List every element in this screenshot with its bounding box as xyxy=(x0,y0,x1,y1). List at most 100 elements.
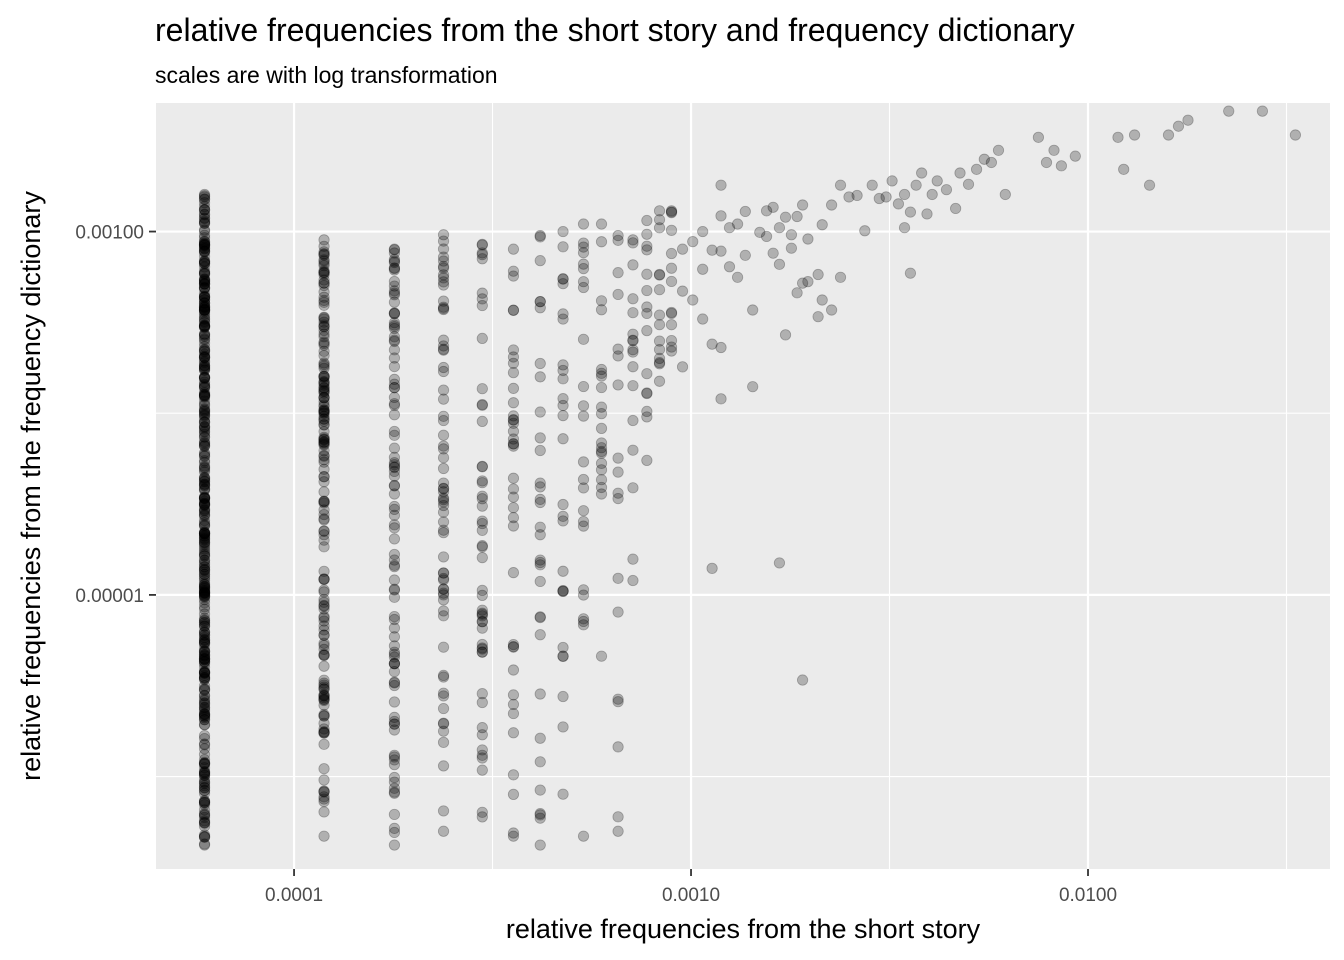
data-point xyxy=(198,356,211,369)
data-point xyxy=(318,660,330,672)
data-point xyxy=(388,461,401,474)
data-point xyxy=(198,637,211,649)
data-point xyxy=(198,278,211,290)
data-point xyxy=(534,807,546,820)
data-point xyxy=(198,514,211,527)
data-point xyxy=(534,575,546,588)
data-point xyxy=(1055,160,1067,172)
data-point xyxy=(437,295,450,307)
data-point xyxy=(198,460,211,472)
data-point xyxy=(198,492,211,504)
data-point xyxy=(198,830,211,843)
data-point xyxy=(437,587,450,599)
data-point xyxy=(1172,120,1185,132)
data-point xyxy=(198,275,211,287)
data-point xyxy=(198,297,211,309)
data-point xyxy=(534,611,546,624)
data-point xyxy=(198,455,211,467)
data-point xyxy=(198,650,211,662)
data-point xyxy=(816,219,828,231)
data-point xyxy=(627,482,639,494)
data-point xyxy=(318,396,330,408)
data-point xyxy=(318,603,330,615)
data-point xyxy=(507,397,520,409)
data-point xyxy=(739,249,751,261)
data-point xyxy=(198,684,211,697)
data-point xyxy=(318,436,330,448)
data-point xyxy=(198,389,211,401)
data-point xyxy=(198,693,211,705)
data-point xyxy=(198,352,211,364)
data-point xyxy=(198,390,211,402)
data-point xyxy=(641,454,653,467)
data-point xyxy=(388,751,401,763)
data-point xyxy=(534,839,546,851)
data-point xyxy=(198,528,211,540)
data-point xyxy=(715,179,727,191)
data-point xyxy=(388,307,401,319)
data-point xyxy=(198,238,211,250)
data-point xyxy=(198,371,211,383)
x-axis-title: relative frequencies from the short stor… xyxy=(506,914,981,944)
data-point xyxy=(198,669,211,682)
data-point xyxy=(198,426,211,438)
data-point xyxy=(318,643,330,655)
data-point xyxy=(627,335,639,347)
data-point xyxy=(557,498,569,511)
data-point xyxy=(962,178,975,190)
data-point xyxy=(318,313,330,325)
points-layer xyxy=(198,105,1302,851)
data-point xyxy=(534,556,546,569)
data-point xyxy=(318,699,330,711)
data-point xyxy=(318,274,330,286)
data-point xyxy=(507,689,520,701)
data-point xyxy=(198,466,211,478)
data-point xyxy=(627,346,639,358)
data-point xyxy=(507,382,520,394)
data-point xyxy=(785,242,798,254)
data-point xyxy=(198,351,211,363)
data-point xyxy=(557,373,569,385)
data-point xyxy=(198,312,211,325)
data-point xyxy=(437,687,450,699)
data-point xyxy=(198,550,211,562)
data-point xyxy=(318,513,330,525)
data-point xyxy=(198,561,211,573)
data-point xyxy=(760,230,773,243)
data-point xyxy=(198,350,211,362)
data-point xyxy=(198,320,211,332)
data-point xyxy=(318,738,330,750)
data-point xyxy=(826,304,838,316)
data-point xyxy=(198,527,211,539)
data-point xyxy=(198,464,211,476)
data-point xyxy=(318,376,330,388)
data-point xyxy=(198,831,211,843)
data-point xyxy=(534,812,546,824)
data-point xyxy=(476,475,488,487)
data-point xyxy=(612,343,624,355)
data-point xyxy=(198,519,211,532)
data-point xyxy=(198,303,211,315)
data-point xyxy=(198,577,211,589)
data-point xyxy=(198,359,211,372)
data-point xyxy=(198,587,211,599)
data-point xyxy=(437,276,450,288)
data-point xyxy=(318,362,330,374)
data-point xyxy=(198,212,211,225)
data-point xyxy=(198,290,211,303)
data-point xyxy=(507,410,520,422)
data-point xyxy=(476,477,488,489)
data-point xyxy=(318,694,330,707)
y-tick-label: 0.00100 xyxy=(75,223,144,244)
data-point xyxy=(921,208,933,220)
data-point xyxy=(198,597,211,609)
data-point xyxy=(198,520,211,532)
data-point xyxy=(318,504,330,516)
data-point xyxy=(388,759,401,771)
data-point xyxy=(388,247,401,259)
data-point xyxy=(198,390,211,402)
data-point xyxy=(198,282,211,294)
data-point xyxy=(318,710,330,722)
data-point xyxy=(437,301,450,313)
data-point xyxy=(198,766,211,778)
